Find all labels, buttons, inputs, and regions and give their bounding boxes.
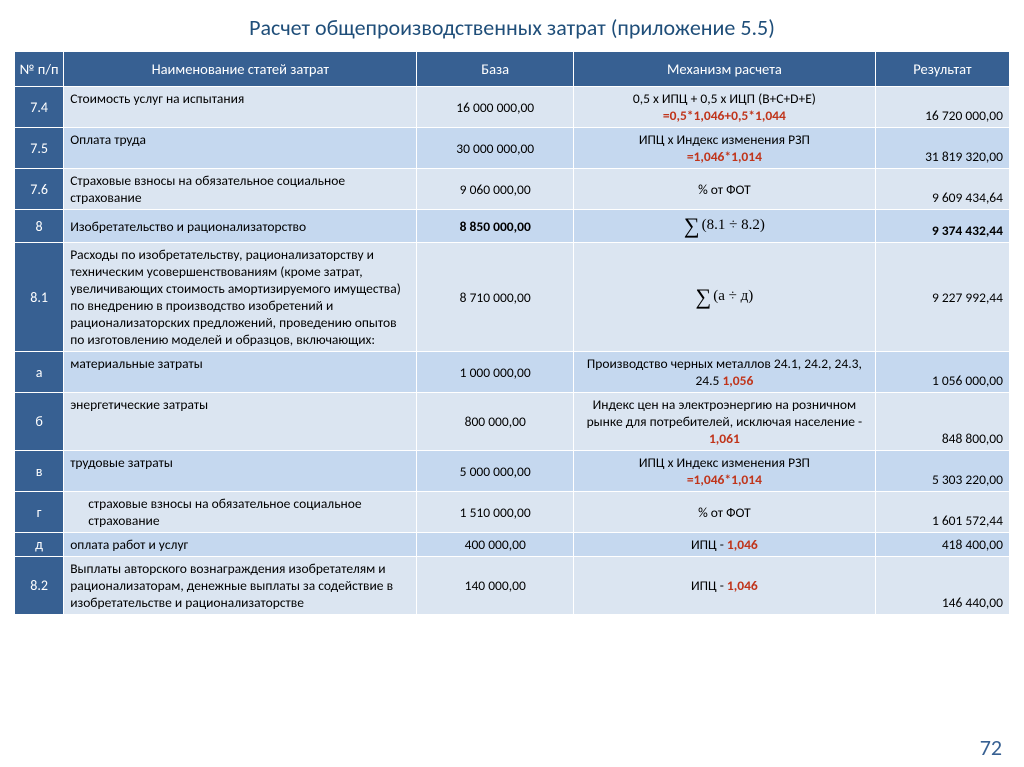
table-row: б энергетические затраты 800 000,00 Инде…	[15, 393, 1010, 451]
row-base: 140 000,00	[417, 557, 574, 615]
row-base: 800 000,00	[417, 393, 574, 451]
page-title: Расчет общепроизводственных затрат (прил…	[14, 14, 1010, 41]
row-mech: % от ФОТ	[573, 169, 875, 210]
row-res: 16 720 000,00	[875, 87, 1009, 128]
row-res: 9 374 432,44	[875, 210, 1009, 243]
table-row: д оплата работ и услуг 400 000,00 ИПЦ - …	[15, 533, 1010, 557]
row-base: 1 000 000,00	[417, 352, 574, 393]
row-num: в	[15, 451, 64, 492]
row-base: 8 710 000,00	[417, 243, 574, 352]
row-base: 8 850 000,00	[417, 210, 574, 243]
table-row: 7.4 Стоимость услуг на испытания 16 000 …	[15, 87, 1010, 128]
row-name: Стоимость услуг на испытания	[64, 87, 417, 128]
col-res: Результат	[875, 52, 1009, 87]
cost-table: № п/п Наименование статей затрат База Ме…	[14, 51, 1010, 615]
row-res: 848 800,00	[875, 393, 1009, 451]
row-mech: 0,5 х ИПЦ + 0,5 х ИЦП (B+C+D+E) =0,5*1,0…	[573, 87, 875, 128]
row-num: 8.2	[15, 557, 64, 615]
row-mech: ИПЦ - 1,046	[573, 533, 875, 557]
row-base: 30 000 000,00	[417, 128, 574, 169]
col-name: Наименование статей затрат	[64, 52, 417, 87]
row-res: 5 303 220,00	[875, 451, 1009, 492]
col-base: База	[417, 52, 574, 87]
row-mech: ИПЦ х Индекс изменения РЗП =1,046*1,014	[573, 128, 875, 169]
row-res: 146 440,00	[875, 557, 1009, 615]
row-num: 8.1	[15, 243, 64, 352]
row-name: трудовые затраты	[64, 451, 417, 492]
row-mech: ИПЦ х Индекс изменения РЗП =1,046*1,014	[573, 451, 875, 492]
table-row: г страховые взносы на обязательное социа…	[15, 492, 1010, 533]
row-num: 7.5	[15, 128, 64, 169]
header-row: № п/п Наименование статей затрат База Ме…	[15, 52, 1010, 87]
row-num: 7.4	[15, 87, 64, 128]
row-name: Оплата труда	[64, 128, 417, 169]
row-num: 8	[15, 210, 64, 243]
table-row: а материальные затраты 1 000 000,00 Прои…	[15, 352, 1010, 393]
col-mech: Механизм расчета	[573, 52, 875, 87]
row-base: 400 000,00	[417, 533, 574, 557]
row-mech: ∑(а ÷ д)	[573, 243, 875, 352]
row-name: Изобретательство и рационализаторство	[64, 210, 417, 243]
row-name: Выплаты авторского вознаграждения изобре…	[64, 557, 417, 615]
table-row: 7.6 Страховые взносы на обязательное соц…	[15, 169, 1010, 210]
row-res: 1 056 000,00	[875, 352, 1009, 393]
row-mech: ∑(8.1 ÷ 8.2)	[573, 210, 875, 243]
table-row: 7.5 Оплата труда 30 000 000,00 ИПЦ х Инд…	[15, 128, 1010, 169]
row-name: энергетические затраты	[64, 393, 417, 451]
table-row: 8.2 Выплаты авторского вознаграждения из…	[15, 557, 1010, 615]
row-base: 16 000 000,00	[417, 87, 574, 128]
row-num: а	[15, 352, 64, 393]
row-base: 9 060 000,00	[417, 169, 574, 210]
table-row: 8.1 Расходы по изобретательству, рациона…	[15, 243, 1010, 352]
row-mech: ИПЦ - 1,046	[573, 557, 875, 615]
row-num: г	[15, 492, 64, 533]
page-number: 72	[980, 734, 1002, 761]
row-mech: Производство черных металлов 24.1, 24.2,…	[573, 352, 875, 393]
row-res: 1 601 572,44	[875, 492, 1009, 533]
row-mech: Индекс цен на электроэнергию на рознично…	[573, 393, 875, 451]
row-base: 1 510 000,00	[417, 492, 574, 533]
row-res: 9 609 434,64	[875, 169, 1009, 210]
col-num: № п/п	[15, 52, 64, 87]
row-name: материальные затраты	[64, 352, 417, 393]
row-num: 7.6	[15, 169, 64, 210]
row-res: 31 819 320,00	[875, 128, 1009, 169]
row-name: Расходы по изобретательству, рационализа…	[64, 243, 417, 352]
row-name: Страховые взносы на обязательное социаль…	[64, 169, 417, 210]
row-mech: % от ФОТ	[573, 492, 875, 533]
row-res: 9 227 992,44	[875, 243, 1009, 352]
row-num: б	[15, 393, 64, 451]
table-row: в трудовые затраты 5 000 000,00 ИПЦ х Ин…	[15, 451, 1010, 492]
row-res: 418 400,00	[875, 533, 1009, 557]
row-name: страховые взносы на обязательное социаль…	[64, 492, 417, 533]
row-num: д	[15, 533, 64, 557]
row-base: 5 000 000,00	[417, 451, 574, 492]
row-name: оплата работ и услуг	[64, 533, 417, 557]
table-row: 8 Изобретательство и рационализаторство …	[15, 210, 1010, 243]
